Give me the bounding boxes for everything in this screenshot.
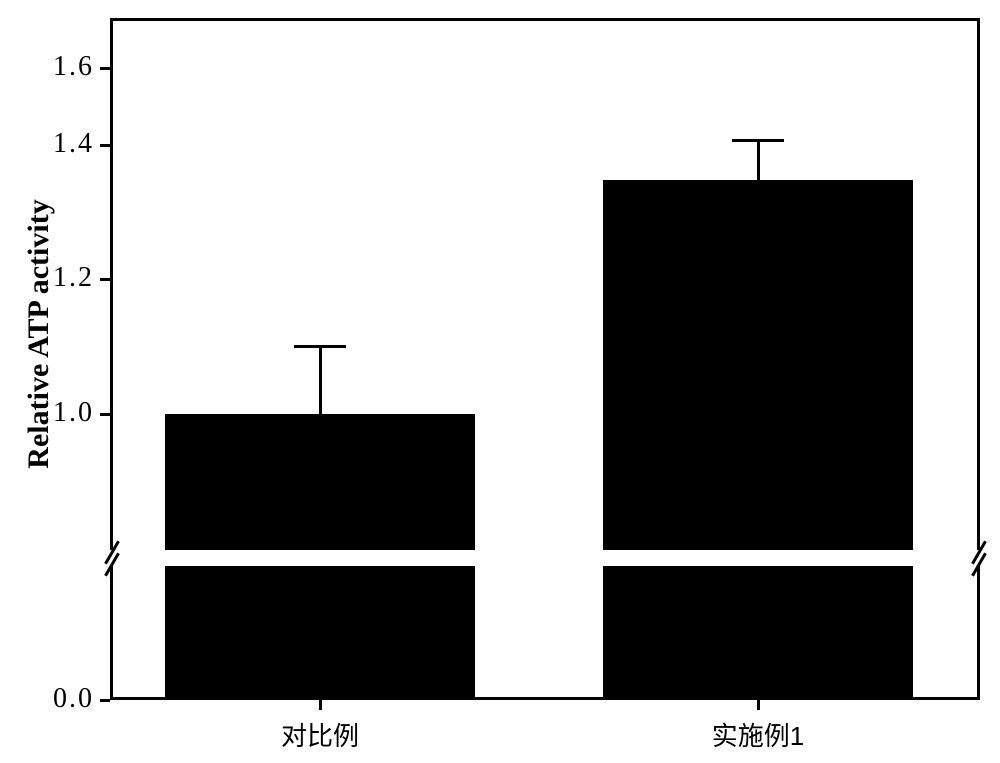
error-bar-stem: [757, 140, 760, 180]
x-category-label: 对比例: [200, 716, 440, 753]
y-tick-label: 1.6: [53, 51, 94, 83]
bar-lower: [165, 566, 475, 700]
bar-chart: 0.0 1.0 1.2 1.4 1.6 Relative ATP activity 对比例 实…: [0, 0, 1000, 763]
y-tick-label: 1.0: [53, 397, 94, 429]
error-bar-cap: [732, 139, 784, 142]
error-bar-stem: [319, 346, 322, 414]
error-bar-cap: [294, 345, 346, 348]
y-tick-mark: [100, 699, 110, 702]
bar-lower: [603, 566, 913, 700]
bar-upper: [603, 180, 913, 550]
y-tick-mark: [100, 413, 110, 416]
bar-upper: [165, 414, 475, 550]
y-axis-label: Relative ATP activity: [22, 199, 56, 468]
y-tick-label: 0.0: [53, 683, 94, 715]
x-tick-mark: [319, 700, 322, 710]
y-tick-mark: [100, 278, 110, 281]
y-tick-mark: [100, 144, 110, 147]
y-tick-mark: [100, 67, 110, 70]
x-tick-mark: [757, 700, 760, 710]
y-tick-label: 1.2: [53, 262, 94, 294]
y-tick-label: 1.4: [53, 128, 94, 160]
x-category-label: 实施例1: [638, 716, 878, 753]
